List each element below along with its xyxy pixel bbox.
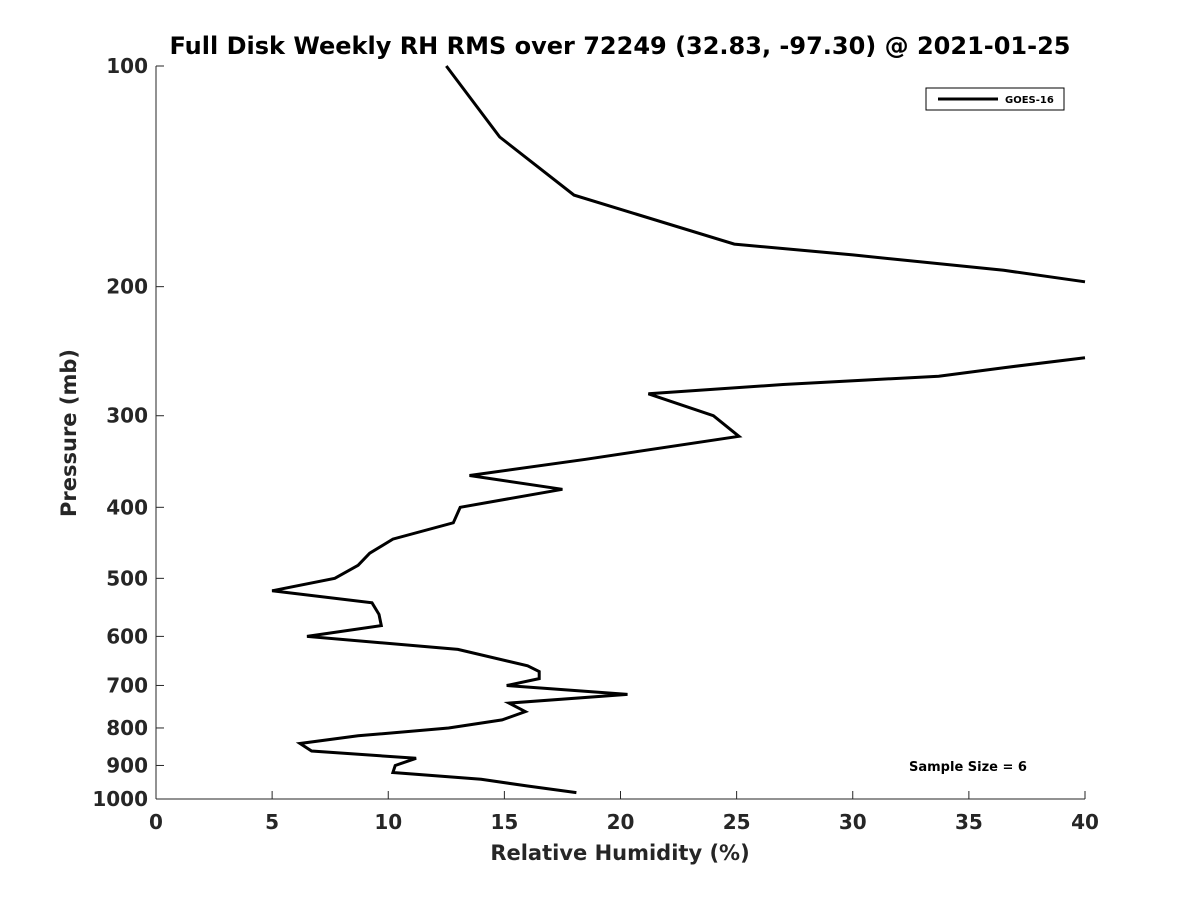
y-tick-label: 800 <box>106 716 148 740</box>
x-tick-label: 30 <box>839 810 867 834</box>
y-tick-label: 900 <box>106 753 148 777</box>
y-tick-label: 400 <box>106 495 148 519</box>
x-tick-label: 0 <box>149 810 163 834</box>
x-tick-label: 40 <box>1071 810 1099 834</box>
sample-size-annotation: Sample Size = 6 <box>909 760 1027 775</box>
y-tick-label: 500 <box>106 566 148 590</box>
x-axis-label: Relative Humidity (%) <box>490 841 749 865</box>
legend: GOES-16 <box>925 87 1065 111</box>
x-tick-label: 15 <box>490 810 518 834</box>
y-tick-label: 300 <box>106 404 148 428</box>
y-tick-label: 600 <box>106 624 148 648</box>
x-tick-label: 10 <box>374 810 402 834</box>
y-tick-label: 200 <box>106 275 148 299</box>
y-axis-ticks: 100 200 300 400 500 600 700 800 900 1000 <box>92 54 164 811</box>
x-tick-label: 5 <box>265 810 279 834</box>
y-tick-label: 100 <box>106 54 148 78</box>
series-layer <box>271 65 1086 795</box>
series-line-goes-16-segment-1 <box>445 65 1086 284</box>
series-line-goes-16-segment-2 <box>271 356 1086 795</box>
x-tick-label: 35 <box>955 810 983 834</box>
x-axis-ticks: 0 5 10 15 20 25 30 35 40 <box>149 791 1099 834</box>
x-tick-label: 25 <box>723 810 751 834</box>
y-tick-label: 1000 <box>92 787 148 811</box>
y-axis-label: Pressure (mb) <box>57 349 81 517</box>
legend-entry-goes-16: GOES-16 <box>1005 95 1054 106</box>
x-tick-label: 20 <box>607 810 635 834</box>
chart-title: Full Disk Weekly RH RMS over 72249 (32.8… <box>169 32 1070 60</box>
y-tick-label: 700 <box>106 673 148 697</box>
